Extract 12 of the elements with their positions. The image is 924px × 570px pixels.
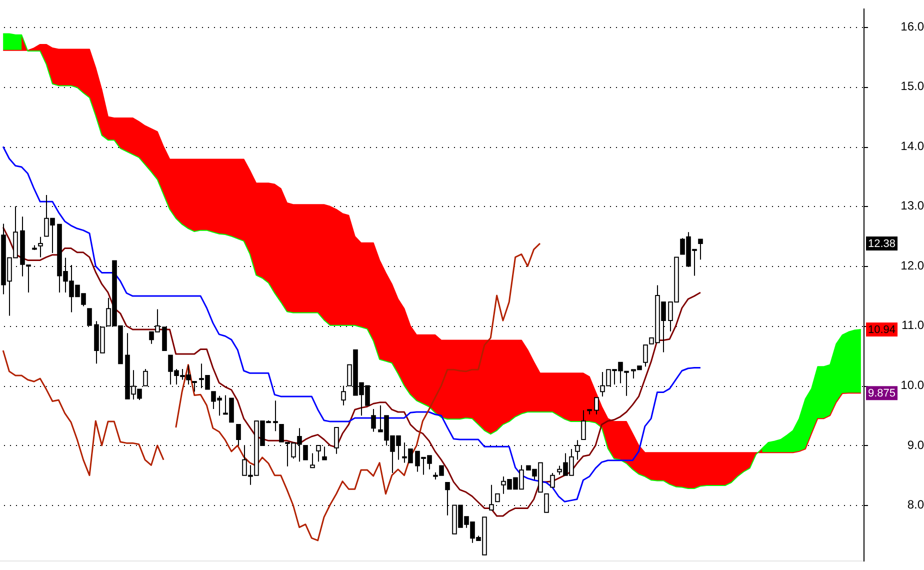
annotation: 10.94 [868,324,896,336]
y-tick-label: 13.0 [900,198,924,213]
y-tick-label: 10.0 [900,378,924,392]
y-tick-label: 15.0 [900,79,924,94]
y-tick-label: 8.0 [907,498,924,512]
y-tick-label: 9.0 [907,438,924,452]
annotation: 9.875 [868,388,896,400]
y-tick-label: 11.0 [902,318,924,332]
y-tick-label: 12.0 [900,258,924,272]
y-tick-label: 14.0 [900,138,924,153]
y-tick-label: 16.0 [900,19,924,34]
annotation: 12.38 [868,238,896,250]
